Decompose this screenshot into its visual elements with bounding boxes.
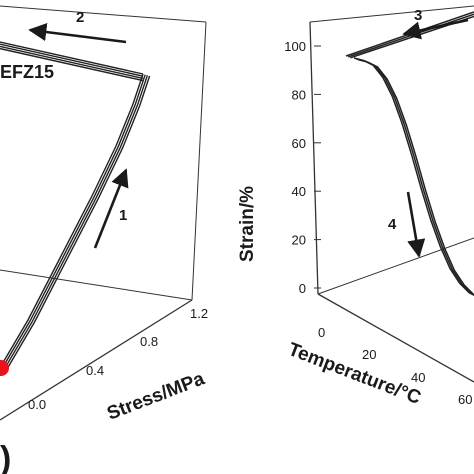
strain-recovery-curve	[358, 59, 474, 296]
temperature-axis-ticks: 0 20 40 60	[318, 325, 472, 407]
stress-tick-label: 0.8	[140, 334, 158, 349]
stress-tick-label: 0.4	[86, 363, 104, 378]
left-unloading-curve	[0, 47, 144, 82]
strain-fixing-curve	[347, 13, 474, 58]
strain-tick-label: 0	[299, 281, 306, 296]
sample-label: EFZ15	[0, 62, 54, 82]
stress-axis-ticks: 0.0 0.4 0.8 1.2	[28, 306, 208, 412]
left-frame-right	[191, 21, 207, 301]
strain-tick-label: 80	[292, 87, 306, 102]
temperature-tick-label: 0	[318, 325, 325, 340]
right-temperature-axis	[317, 293, 474, 383]
step-1-label: 1	[119, 207, 127, 224]
step-1-arrow	[93, 168, 129, 249]
step-4-arrow	[406, 191, 426, 258]
step-3-arrow	[402, 18, 469, 40]
left-unloading-curve	[0, 43, 144, 77]
right-frame-floor-back	[317, 237, 474, 295]
strain-tick-label: 60	[292, 136, 306, 151]
step-2-label: 2	[76, 9, 84, 26]
temperature-tick-label: 20	[362, 347, 376, 362]
strain-recovery-curve	[353, 57, 474, 296]
left-loading-curve	[4, 75, 149, 368]
left-loop-curves	[0, 41, 151, 369]
temperature-tick-label: 60	[458, 392, 472, 407]
right-frame-top	[309, 5, 474, 23]
temperature-tick-label: 40	[411, 370, 425, 385]
strain-axis-ticks: 0 20 40 60 80 100	[284, 39, 321, 296]
step-3-label: 3	[414, 7, 422, 24]
left-loading-curve	[2, 74, 146, 368]
stress-tick-label: 0.0	[28, 397, 46, 412]
left-frame-top	[0, 5, 207, 23]
step-4-label: 4	[388, 216, 397, 233]
strain-recovery-curve	[356, 58, 474, 296]
stress-tick-label: 1.2	[190, 306, 208, 321]
strain-tick-label: 20	[292, 233, 306, 248]
left-unloading-curve	[0, 45, 144, 80]
left-frame-floor-back	[0, 269, 193, 301]
temperature-axis-label: Temperature/°C	[285, 339, 424, 409]
strain-axis-label: Strain/%	[237, 186, 258, 262]
left-panel: 0.0 0.4 0.8 1.2 Stress/MPa EFZ15 2 1	[0, 5, 208, 425]
right-frame-left	[309, 21, 319, 295]
right-strain-curves	[345, 11, 474, 296]
left-loading-curve	[6, 75, 151, 369]
strain-tick-label: 40	[292, 184, 306, 199]
left-loading-curve	[0, 73, 144, 367]
left-stress-axis	[0, 299, 193, 421]
panel-letter-fragment: )	[0, 440, 11, 474]
origin-marker	[0, 360, 9, 376]
step-2-arrow	[28, 23, 127, 44]
stress-axis-label: Stress/MPa	[104, 368, 208, 424]
strain-tick-label: 100	[284, 39, 306, 54]
left-unloading-curve	[0, 41, 144, 75]
